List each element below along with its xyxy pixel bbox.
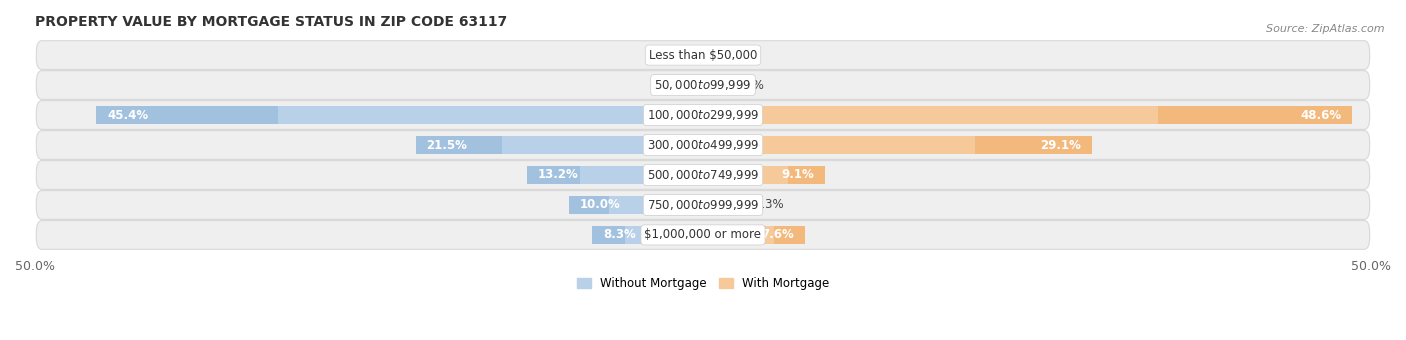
- FancyBboxPatch shape: [37, 71, 1369, 100]
- Text: 7.6%: 7.6%: [761, 228, 794, 241]
- Bar: [703, 106, 1353, 124]
- Bar: [416, 136, 703, 154]
- Text: $500,000 to $749,999: $500,000 to $749,999: [647, 168, 759, 182]
- Bar: [1157, 106, 1353, 124]
- Bar: [416, 136, 502, 154]
- FancyBboxPatch shape: [37, 131, 1369, 159]
- Bar: [688, 46, 703, 64]
- Text: 3.3%: 3.3%: [754, 199, 783, 211]
- Text: 45.4%: 45.4%: [107, 108, 148, 121]
- Text: 21.5%: 21.5%: [426, 138, 467, 152]
- Bar: [527, 166, 579, 184]
- Bar: [775, 226, 804, 244]
- Text: 1.9%: 1.9%: [735, 79, 765, 91]
- Bar: [707, 46, 710, 64]
- Legend: Without Mortgage, With Mortgage: Without Mortgage, With Mortgage: [572, 272, 834, 294]
- FancyBboxPatch shape: [37, 190, 1369, 219]
- Text: 8.3%: 8.3%: [603, 228, 636, 241]
- Text: Source: ZipAtlas.com: Source: ZipAtlas.com: [1267, 24, 1385, 34]
- Text: 0.52%: 0.52%: [717, 49, 754, 62]
- Text: 13.2%: 13.2%: [537, 169, 578, 182]
- Text: $750,000 to $999,999: $750,000 to $999,999: [647, 198, 759, 212]
- Bar: [721, 76, 728, 95]
- Bar: [97, 106, 703, 124]
- FancyBboxPatch shape: [37, 101, 1369, 130]
- Bar: [703, 166, 824, 184]
- Text: 48.6%: 48.6%: [1301, 108, 1341, 121]
- Bar: [592, 226, 703, 244]
- Bar: [569, 195, 703, 214]
- Text: 9.1%: 9.1%: [782, 169, 814, 182]
- Text: 10.0%: 10.0%: [581, 199, 621, 211]
- Bar: [592, 226, 626, 244]
- Bar: [569, 195, 609, 214]
- Bar: [703, 76, 728, 95]
- FancyBboxPatch shape: [37, 160, 1369, 189]
- Bar: [527, 166, 703, 184]
- Text: Less than $50,000: Less than $50,000: [648, 49, 758, 62]
- Text: 29.1%: 29.1%: [1040, 138, 1081, 152]
- Text: $50,000 to $99,999: $50,000 to $99,999: [654, 78, 752, 92]
- Bar: [97, 106, 278, 124]
- Bar: [703, 136, 1092, 154]
- Text: $1,000,000 or more: $1,000,000 or more: [644, 228, 762, 241]
- FancyBboxPatch shape: [37, 41, 1369, 69]
- FancyBboxPatch shape: [37, 221, 1369, 249]
- Bar: [697, 76, 699, 95]
- Bar: [703, 195, 747, 214]
- Bar: [703, 226, 804, 244]
- Bar: [976, 136, 1092, 154]
- Bar: [703, 46, 710, 64]
- Text: PROPERTY VALUE BY MORTGAGE STATUS IN ZIP CODE 63117: PROPERTY VALUE BY MORTGAGE STATUS IN ZIP…: [35, 15, 508, 29]
- Text: 0.44%: 0.44%: [654, 79, 690, 91]
- Bar: [789, 166, 824, 184]
- Text: 1.2%: 1.2%: [651, 49, 681, 62]
- Bar: [697, 76, 703, 95]
- Text: $300,000 to $499,999: $300,000 to $499,999: [647, 138, 759, 152]
- Bar: [688, 46, 692, 64]
- Bar: [734, 195, 747, 214]
- Text: $100,000 to $299,999: $100,000 to $299,999: [647, 108, 759, 122]
